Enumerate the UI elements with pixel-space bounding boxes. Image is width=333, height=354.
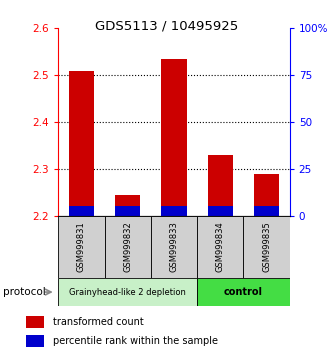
FancyBboxPatch shape bbox=[197, 278, 290, 306]
Text: percentile rank within the sample: percentile rank within the sample bbox=[53, 336, 218, 346]
Bar bbox=[26, 335, 44, 347]
FancyBboxPatch shape bbox=[58, 278, 197, 306]
Text: transformed count: transformed count bbox=[53, 317, 144, 327]
FancyBboxPatch shape bbox=[105, 216, 151, 278]
FancyBboxPatch shape bbox=[197, 216, 243, 278]
Text: GSM999832: GSM999832 bbox=[123, 222, 132, 272]
FancyBboxPatch shape bbox=[243, 216, 290, 278]
Bar bbox=[115, 206, 141, 216]
Bar bbox=[115, 195, 141, 216]
Text: control: control bbox=[224, 287, 263, 297]
Text: Grainyhead-like 2 depletion: Grainyhead-like 2 depletion bbox=[69, 287, 186, 297]
FancyBboxPatch shape bbox=[58, 216, 105, 278]
Text: GSM999834: GSM999834 bbox=[216, 222, 225, 272]
Bar bbox=[254, 206, 279, 216]
Bar bbox=[26, 316, 44, 328]
FancyBboxPatch shape bbox=[151, 216, 197, 278]
Bar bbox=[161, 206, 187, 216]
Text: GDS5113 / 10495925: GDS5113 / 10495925 bbox=[95, 19, 238, 33]
Bar bbox=[207, 155, 233, 216]
Bar bbox=[254, 174, 279, 216]
Bar bbox=[69, 206, 94, 216]
Text: protocol: protocol bbox=[3, 287, 46, 297]
Text: GSM999835: GSM999835 bbox=[262, 222, 271, 272]
Bar bbox=[161, 59, 187, 216]
Text: GSM999833: GSM999833 bbox=[169, 222, 178, 272]
Text: GSM999831: GSM999831 bbox=[77, 222, 86, 272]
Bar bbox=[207, 206, 233, 216]
Bar bbox=[69, 70, 94, 216]
